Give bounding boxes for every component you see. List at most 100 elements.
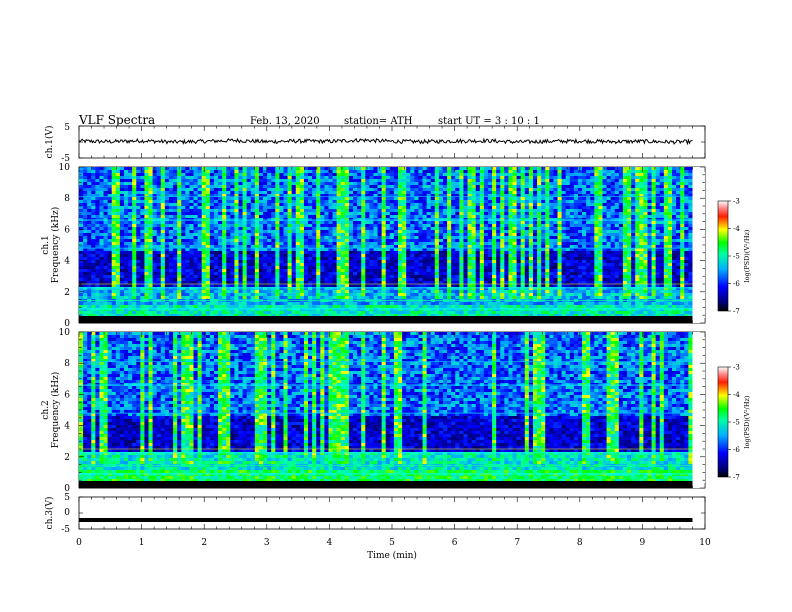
spectrogram-cell (430, 275, 436, 279)
spectrogram-cell (365, 170, 370, 174)
spectrogram-cell (389, 224, 395, 228)
spectrogram-cell (332, 260, 338, 264)
spectrogram-cell (287, 167, 293, 171)
spectrogram-cell (373, 203, 378, 207)
spectrogram-cell (291, 269, 297, 273)
spectrogram-cell (152, 245, 158, 249)
spectrogram-cell (275, 272, 280, 276)
spectrogram-cell (459, 230, 464, 234)
spectrogram-cell (160, 194, 166, 198)
spectrogram-cell (406, 230, 411, 234)
spectrogram-cell (377, 179, 383, 183)
spectrogram-cell (369, 206, 374, 210)
spectrogram-cell (426, 260, 432, 264)
spectrogram-cell (160, 209, 166, 213)
spectrogram-cell (148, 293, 154, 297)
spectrogram-cell (242, 263, 248, 267)
spectrogram-cell (381, 308, 387, 312)
spectrogram-cell (340, 251, 346, 255)
spectrogram-cell (418, 215, 423, 219)
spectrogram-cell (295, 245, 301, 249)
spectrogram-cell (103, 182, 109, 186)
spectrogram-cell (312, 254, 317, 258)
spectrogram-cell (148, 269, 154, 273)
spectrogram-cell (279, 257, 284, 261)
spectrogram-cell (128, 182, 133, 186)
spectrogram-cell (136, 308, 141, 312)
spectrogram-cell (164, 170, 170, 174)
spectrogram-cell (258, 209, 264, 213)
spectrogram-cell (389, 191, 395, 195)
spectrogram-cell (267, 233, 272, 237)
spectrogram-cell (303, 200, 309, 204)
spectrogram-cell (238, 191, 243, 195)
spectrogram-cell (271, 302, 276, 306)
spectrogram-cell (303, 248, 309, 252)
spectrogram-cell (303, 281, 309, 285)
spectrogram-cell (123, 239, 129, 243)
spectrogram-cell (340, 215, 346, 219)
spectrogram-cell (406, 296, 411, 300)
spectrogram-cell (357, 308, 362, 312)
spectrogram-cell (336, 242, 342, 246)
spectrogram-cell (83, 257, 88, 261)
spectrogram-cell (381, 221, 387, 225)
spectrogram-cell (410, 215, 415, 219)
spectrogram-cell (336, 308, 342, 312)
spectrogram-cell (271, 197, 276, 201)
spectrogram-cell (205, 236, 211, 240)
spectrogram-cell (385, 194, 391, 198)
spectrogram-cell (393, 239, 399, 243)
spectrogram-cell (267, 269, 272, 273)
spectrogram-cell (213, 188, 219, 192)
spectrogram-cell (365, 206, 370, 210)
spectrogram-cell (373, 179, 378, 183)
spectrogram-cell (263, 170, 268, 174)
spectrogram-cell (267, 230, 272, 234)
spectrogram-cell (119, 284, 125, 288)
spectrogram-cell (258, 188, 264, 192)
spectrogram-cell (230, 290, 235, 294)
spectrogram-cell (189, 296, 194, 300)
spectrogram-cell (87, 260, 92, 264)
spectrogram-cell (455, 245, 460, 249)
spectrogram-cell (132, 239, 137, 243)
spectrogram-cell (254, 188, 260, 192)
spectrogram-cell (136, 209, 141, 213)
spectrogram-cell (79, 293, 84, 297)
spectrogram-cell (123, 167, 129, 171)
spectrogram-cell (209, 287, 215, 291)
spectrogram-cell (181, 269, 186, 273)
spectrogram-cell (344, 275, 350, 279)
spectrogram-cell (160, 182, 166, 186)
spectrogram-cell (144, 251, 149, 255)
spectrogram-cell (422, 254, 428, 258)
spectrogram-cell (128, 290, 133, 294)
spectrogram-cell (148, 305, 154, 309)
spectrogram-cell (275, 275, 280, 279)
spectrogram-cell (369, 215, 374, 219)
spectrogram-cell (144, 278, 149, 282)
spectrogram-cell (443, 290, 448, 294)
spectrogram-cell (336, 278, 342, 282)
spectrogram-cell (348, 236, 354, 240)
spectrogram-cell (348, 179, 354, 183)
spectrogram-cell (152, 230, 158, 234)
spectrogram-cell (418, 197, 423, 201)
spectrogram-cell (357, 314, 362, 318)
spectrogram-cell (181, 230, 186, 234)
spectrogram-cell (238, 227, 243, 231)
spectrogram-cell (418, 194, 423, 198)
spectrogram-cell (377, 251, 383, 255)
spectrogram-cell (254, 215, 260, 219)
spectrogram-cell (79, 176, 84, 180)
spectrogram-cell (414, 257, 419, 261)
spectrogram-cell (250, 257, 256, 261)
spectrogram-cell (205, 248, 211, 252)
spectrogram-cell (144, 266, 149, 270)
spectrogram-cell (79, 182, 84, 186)
spectrogram-cell (447, 296, 452, 300)
spectrogram-cell (173, 302, 178, 306)
spectrogram-cell (361, 296, 366, 300)
spectrogram-cell (234, 266, 239, 270)
